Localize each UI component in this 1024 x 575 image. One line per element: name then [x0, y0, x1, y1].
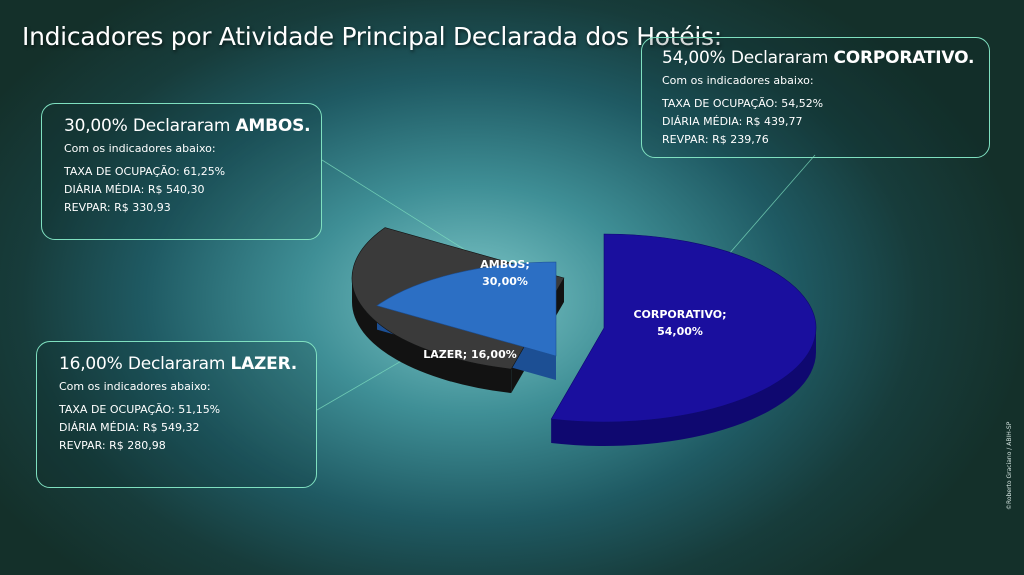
pie-slice-corporativo — [550, 233, 817, 423]
pie-slice-side-ambos — [352, 278, 512, 394]
pie-label-lazer: LAZER; 16,00% — [423, 348, 517, 361]
callout-lazer-subtitle: Com os indicadores abaixo: — [59, 380, 211, 393]
callout-ambos-subtitle: Com os indicadores abaixo: — [64, 142, 216, 155]
callout-ambos: 30,00% Declararam AMBOS. Com os indicado… — [41, 103, 322, 240]
callout-corporativo-category: CORPORATIVO. — [833, 48, 975, 68]
callout-ambos-category: AMBOS. — [235, 116, 311, 136]
callout-corporativo: 54,00% Declararam CORPORATIVO. Com os in… — [641, 37, 990, 158]
callout-ambos-revpar: REVPAR: R$ 330,93 — [64, 201, 171, 214]
photo-credit: ©Roberto Graciano / ABIH-SP — [1006, 421, 1013, 510]
callout-lazer-category: LAZER. — [230, 354, 298, 374]
pie-tops — [351, 227, 817, 423]
callout-lazer-percent: 16,00% Declararam — [59, 354, 231, 374]
callout-corporativo-subtitle: Com os indicadores abaixo: — [662, 74, 814, 87]
pie-slice-lazer — [376, 261, 557, 357]
callout-corporativo-heading: 54,00% Declararam CORPORATIVO. — [662, 48, 975, 68]
pie-labels: CORPORATIVO; 54,00% AMBOS; 30,00% LAZER; 16,… — [423, 258, 726, 361]
callout-ambos-diaria: DIÁRIA MÉDIA: R$ 540,30 — [64, 183, 205, 196]
callout-ambos-taxa: TAXA DE OCUPAÇÃO: 61,25% — [64, 165, 226, 178]
pie-slice-side-corporativo — [551, 328, 816, 446]
callout-lazer-heading: 16,00% Declararam LAZER. — [59, 354, 300, 374]
leader-line-lazer — [316, 355, 411, 411]
leader-lines — [316, 154, 816, 411]
callout-corporativo-revpar: REVPAR: R$ 239,76 — [662, 133, 769, 146]
callout-lazer: 16,00% Declararam LAZER. Com os indicado… — [36, 341, 317, 488]
leader-line-corporativo — [721, 154, 816, 263]
callout-corporativo-percent: 54,00% Declararam — [662, 48, 834, 68]
callout-lazer-taxa: TAXA DE OCUPAÇÃO: 51,15% — [59, 403, 221, 416]
callout-corporativo-diaria: DIÁRIA MÉDIA: R$ 439,77 — [662, 115, 803, 128]
callout-ambos-percent: 30,00% Declararam — [64, 116, 236, 136]
pie-label-corporativo: CORPORATIVO; 54,00% — [633, 308, 726, 338]
callout-lazer-diaria: DIÁRIA MÉDIA: R$ 549,32 — [59, 421, 200, 434]
leader-line-ambos — [321, 159, 479, 259]
callout-corporativo-taxa: TAXA DE OCUPAÇÃO: 54,52% — [662, 97, 824, 110]
slide-title: Indicadores por Atividade Principal Decl… — [22, 22, 722, 51]
callout-ambos-heading: 30,00% Declararam AMBOS. — [64, 116, 311, 136]
callout-lazer-revpar: REVPAR: R$ 280,98 — [59, 439, 166, 452]
pie-label-ambos: AMBOS; 30,00% — [480, 258, 530, 288]
